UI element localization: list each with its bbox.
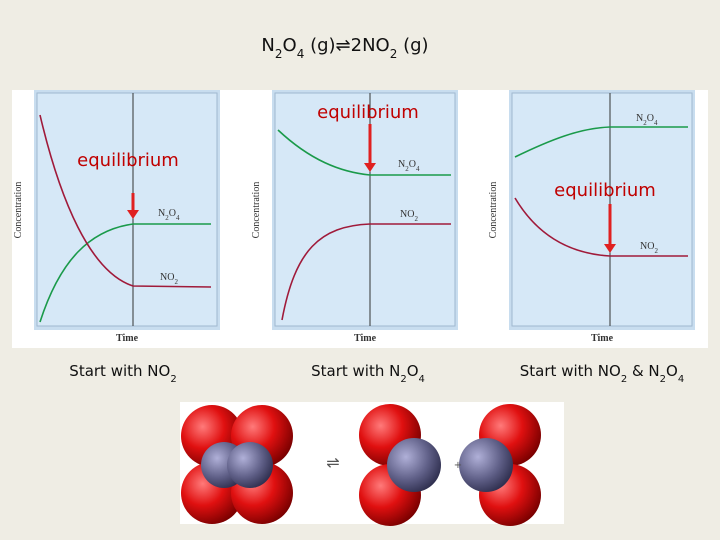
- annotation-arrowhead: [127, 210, 139, 219]
- annotation: equilibrium: [554, 180, 656, 201]
- slide-title-part: (g): [397, 35, 428, 56]
- caption-part: 2: [621, 374, 627, 385]
- curve-no2: [514, 197, 688, 257]
- caption: Start with NO2 & N2O4: [520, 362, 684, 385]
- caption-part: 2: [170, 374, 176, 385]
- slide-title-part: ⇌: [336, 35, 351, 56]
- series-label-part: N: [398, 159, 405, 170]
- slide-title-part: 2: [390, 47, 398, 61]
- series-label-part: 4: [654, 119, 658, 127]
- caption-part: & N: [627, 362, 659, 380]
- slide-title: N2O4 (g)⇌2NO2 (g): [261, 35, 428, 61]
- x-axis-label: Time: [116, 333, 139, 344]
- y-axis-label: Concentration: [251, 182, 262, 239]
- y-axis-label: Concentration: [13, 182, 24, 239]
- caption-part: 2: [400, 374, 406, 385]
- series-label: N2O4: [636, 113, 658, 127]
- annotation: equilibrium: [317, 102, 419, 123]
- slide-title-part: 2: [275, 47, 283, 61]
- x-axis-label: Time: [591, 333, 614, 344]
- series-label-part: 4: [416, 165, 420, 173]
- series-label-part: 2: [165, 214, 169, 222]
- curve-n2o4: [514, 126, 688, 158]
- caption-part: 4: [678, 374, 684, 385]
- nitrogen: [387, 438, 441, 492]
- caption-part: O: [666, 362, 678, 380]
- curve-n2o4: [39, 223, 211, 323]
- caption-part: Start with NO: [69, 362, 170, 380]
- series-label-part: 2: [405, 165, 409, 173]
- series-label-part: NO: [640, 241, 654, 252]
- series-label-part: 2: [643, 119, 647, 127]
- series-label-part: NO: [400, 209, 414, 220]
- caption-part: Start with NO: [520, 362, 621, 380]
- series-label-part: 2: [174, 278, 178, 286]
- nitrogen: [459, 438, 513, 492]
- plus-sign: +: [454, 460, 462, 471]
- caption-part: O: [407, 362, 419, 380]
- series-label: NO2: [400, 209, 418, 223]
- series-label-part: O: [647, 113, 654, 124]
- series-label-part: O: [169, 208, 176, 219]
- series-label: N2O4: [398, 159, 420, 173]
- series-label-part: NO: [160, 272, 174, 283]
- series-label: NO2: [160, 272, 178, 286]
- caption-part: Start with N: [311, 362, 400, 380]
- x-axis-label: Time: [354, 333, 377, 344]
- caption: Start with NO2: [69, 362, 176, 385]
- annotation-arrowhead: [364, 163, 376, 172]
- y-axis-label: Concentration: [488, 182, 499, 239]
- series-label-part: N: [158, 208, 165, 219]
- annotation-arrowhead: [604, 244, 616, 253]
- equilibrium-arrow: ⇌: [326, 453, 339, 472]
- annotation: equilibrium: [77, 150, 179, 171]
- nitrogen: [227, 442, 273, 488]
- curve-no2: [39, 114, 212, 288]
- series-label-part: 2: [414, 215, 418, 223]
- plot-area: [36, 92, 218, 327]
- caption-part: 4: [419, 374, 425, 385]
- caption-part: 2: [660, 374, 666, 385]
- slide-title-part: 2NO: [351, 35, 390, 56]
- series-label-part: 4: [176, 214, 180, 222]
- slide-title-part: 4: [297, 47, 305, 61]
- series-label-part: N: [636, 113, 643, 124]
- plot-area: [274, 92, 456, 327]
- curve-n2o4: [277, 129, 451, 176]
- molecule-image: ⇌ +: [180, 402, 564, 526]
- caption: Start with N2O4: [311, 362, 425, 385]
- series-label: NO2: [640, 241, 658, 255]
- curve-no2: [281, 223, 451, 321]
- series-label-part: O: [409, 159, 416, 170]
- series-label-part: 2: [654, 247, 658, 255]
- plot-area: [511, 92, 693, 327]
- slide-title-part: (g): [304, 35, 335, 56]
- slide-title-part: N: [261, 35, 274, 56]
- slide-title-part: O: [283, 35, 297, 56]
- series-label: N2O4: [158, 208, 180, 222]
